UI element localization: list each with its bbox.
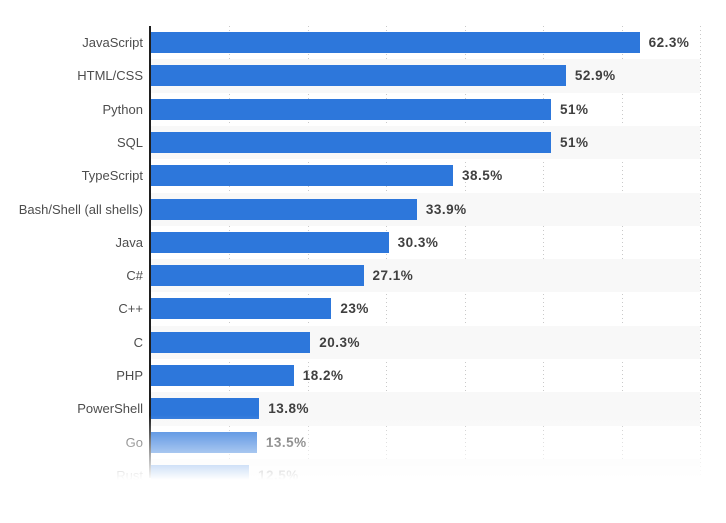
data-bar[interactable] (151, 331, 311, 353)
value-label: 33.9% (425, 201, 467, 217)
data-bar[interactable] (151, 398, 260, 420)
value-label: 12.5% (258, 467, 299, 483)
y-axis-line (149, 26, 151, 478)
chart-row: Java 30.3% (0, 226, 726, 259)
value-label: 30.3% (397, 234, 439, 250)
value-label: 51% (559, 134, 589, 150)
gridline-70pct (700, 26, 701, 478)
chart-row: PowerShell 13.8% (0, 392, 726, 426)
gridline-60pct (621, 26, 623, 478)
value-label: 23% (340, 301, 369, 317)
data-bar[interactable] (151, 198, 417, 220)
data-bar[interactable] (151, 298, 332, 320)
data-bar[interactable] (151, 431, 257, 453)
chart-row: HTML/CSS 52.9% (0, 59, 726, 93)
value-label: 13.5% (265, 434, 307, 450)
category-label: JavaScript (82, 35, 143, 50)
chart-row: Rust 12.5% (0, 458, 726, 493)
category-label: TypeScript (81, 168, 143, 184)
data-bar[interactable] (151, 32, 640, 53)
value-label: 38.5% (461, 168, 503, 184)
data-bar[interactable] (151, 165, 453, 187)
category-label: C (133, 334, 143, 350)
chart-row: PHP 18.2% (0, 359, 726, 392)
chart-row: Go 13.5% (0, 426, 726, 459)
category-label: HTML/CSS (77, 68, 143, 84)
data-bar[interactable] (151, 65, 566, 87)
value-label: 52.9% (574, 68, 616, 84)
category-label: Rust (116, 467, 143, 483)
category-label: SQL (116, 134, 143, 150)
value-label: 20.3% (319, 334, 360, 350)
category-label: Go (125, 434, 143, 450)
gridline-40pct (464, 26, 466, 478)
category-label: PowerShell (77, 401, 143, 417)
category-label: Java (115, 234, 143, 250)
value-label: 13.8% (268, 401, 309, 417)
chart-row: C++ 23% (0, 292, 726, 325)
value-label: 18.2% (302, 368, 344, 383)
chart-row: TypeScript 38.5% (0, 159, 726, 192)
data-bar[interactable] (151, 464, 250, 486)
value-label: 62.3% (648, 35, 690, 50)
data-bar[interactable] (151, 265, 364, 287)
data-bar[interactable] (151, 231, 389, 253)
chart-row: C 20.3% (0, 325, 726, 359)
chart-row: Python 51% (0, 93, 726, 126)
chart-row: SQL 51% (0, 125, 726, 160)
value-label: 51% (559, 101, 589, 117)
category-label: Python (102, 101, 143, 117)
data-bar[interactable] (151, 98, 551, 120)
data-bar[interactable] (151, 131, 551, 153)
category-label: C# (126, 268, 143, 284)
value-label: 27.1% (372, 268, 414, 284)
chart-row: JavaScript 62.3% (0, 26, 726, 59)
chart-row: Bash/Shell (all shells) 33.9% (0, 192, 726, 226)
chart-row: C# 27.1% (0, 259, 726, 293)
category-label: PHP (116, 368, 143, 383)
data-bar[interactable] (151, 365, 294, 386)
category-label: C++ (118, 301, 143, 317)
gridline-50pct (543, 26, 545, 478)
category-label: Bash/Shell (all shells) (18, 201, 143, 217)
